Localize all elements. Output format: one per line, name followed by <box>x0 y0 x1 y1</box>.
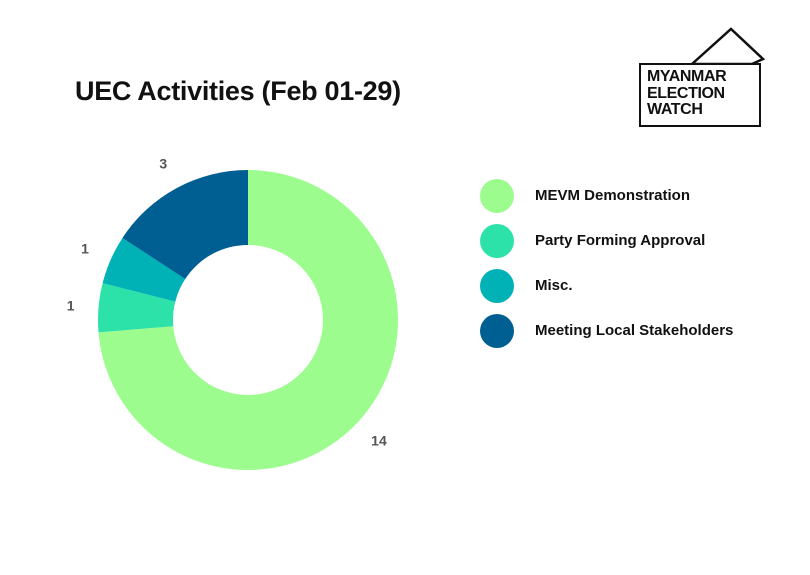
donut-slice <box>122 170 248 279</box>
legend-swatch <box>480 313 514 348</box>
data-label: 14 <box>371 433 387 449</box>
legend-swatch <box>480 268 514 303</box>
legend-item: MEVM Demonstration <box>480 173 733 218</box>
legend-label: Meeting Local Stakeholders <box>535 322 734 339</box>
logo-line: MYANMAR <box>647 68 727 85</box>
legend-label: Party Forming Approval <box>535 232 706 249</box>
legend-item: Misc. <box>480 263 733 308</box>
logo-line: WATCH <box>647 101 703 118</box>
legend-swatch <box>480 223 514 258</box>
data-label: 3 <box>159 155 167 171</box>
legend-label: Misc. <box>535 277 573 294</box>
logo-line: ELECTION <box>647 84 725 102</box>
donut-slice <box>102 237 186 302</box>
myanmar-election-watch-logo: MYANMAR ELECTION WATCH <box>638 26 770 134</box>
data-label: 1 <box>81 240 89 256</box>
chart-title: UEC Activities (Feb 01-29) <box>75 76 401 106</box>
data-label: 1 <box>67 297 75 313</box>
chart-legend: MEVM Demonstration Party Forming Approval… <box>480 173 733 353</box>
legend-item: Party Forming Approval <box>480 218 733 263</box>
legend-item: Meeting Local Stakeholders <box>480 308 733 353</box>
legend-label: MEVM Demonstration <box>535 187 691 204</box>
logo-text: MYANMAR ELECTION WATCH <box>647 68 727 119</box>
donut-chart: 14 1 1 3 <box>67 155 398 470</box>
donut-slice <box>98 170 398 470</box>
logo-frame <box>639 63 761 127</box>
donut-slice <box>98 283 176 333</box>
legend-swatch <box>480 178 514 213</box>
